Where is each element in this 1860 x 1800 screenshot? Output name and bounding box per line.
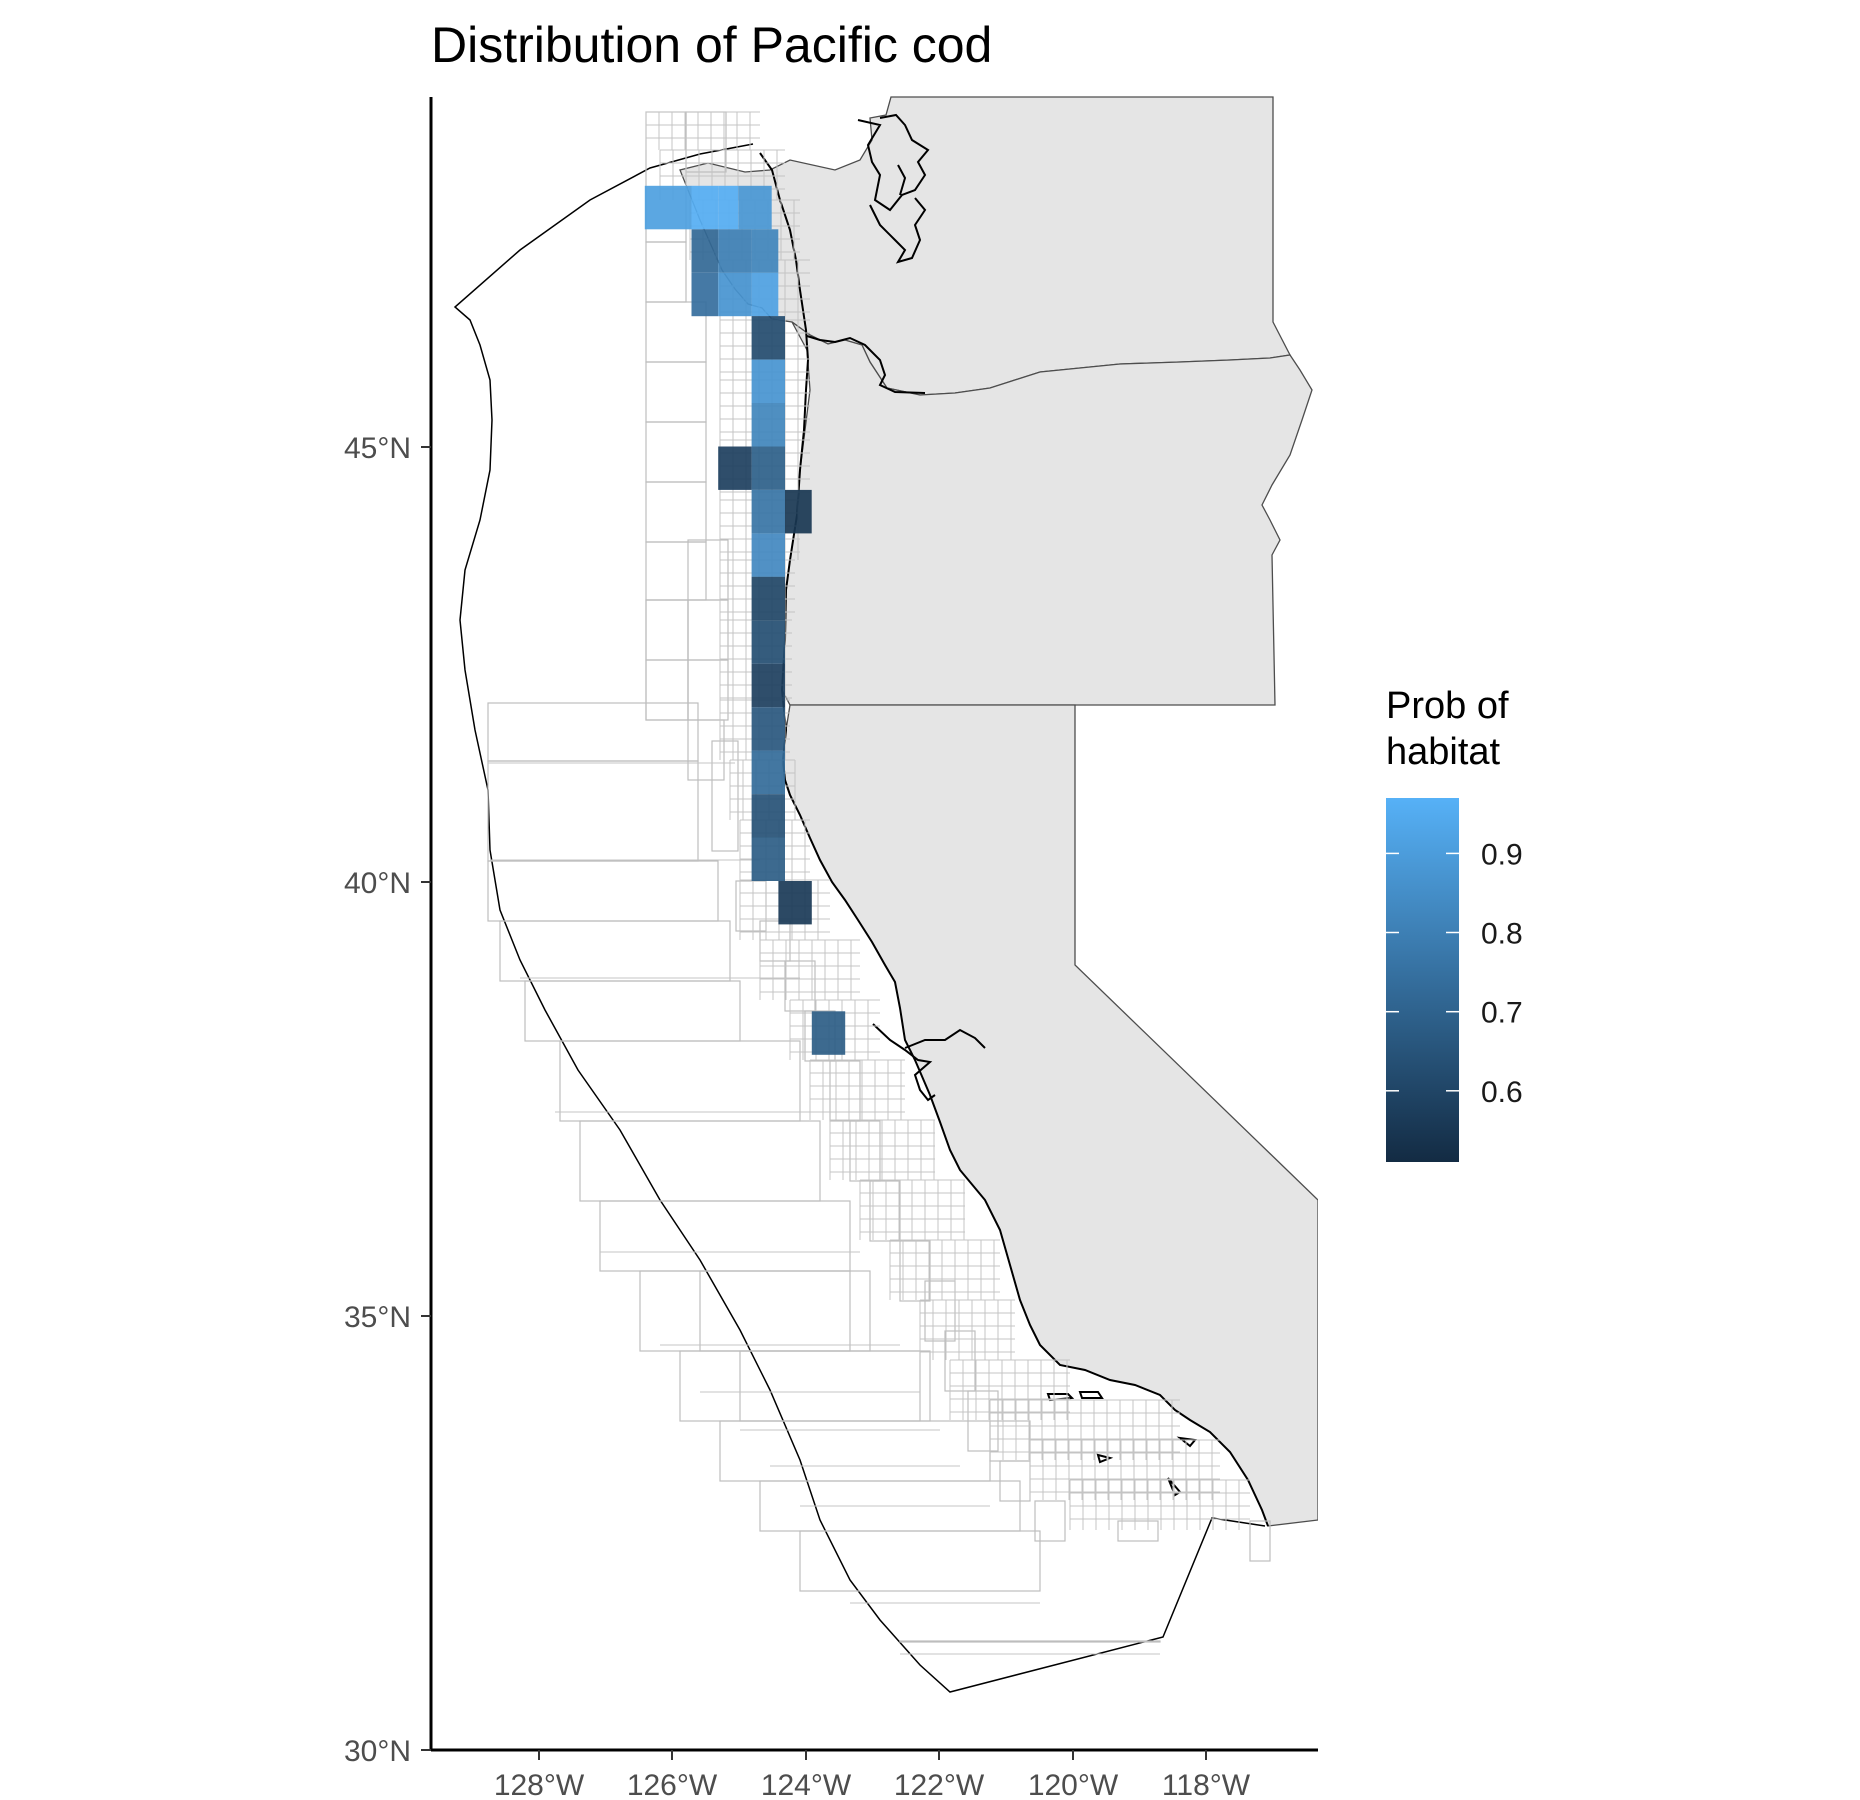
grid-cell <box>487 860 719 922</box>
chart-title: Distribution of Pacific cod <box>431 17 992 73</box>
habitat-cell <box>751 620 785 664</box>
legend-tick-label: 0.6 <box>1481 1076 1523 1109</box>
grid-cell <box>849 1120 881 1182</box>
habitat-cell <box>691 229 719 273</box>
grid-cell <box>645 599 689 721</box>
grid-cell <box>989 1420 1031 1462</box>
grid-cell <box>1034 1500 1066 1542</box>
grid-cell <box>944 1330 976 1392</box>
puget-sound-coast <box>857 113 930 264</box>
grid-cell <box>687 599 729 661</box>
x-tick-label: 124°W <box>761 1769 852 1800</box>
habitat-cell <box>751 794 785 838</box>
grid-cell <box>924 1280 956 1342</box>
grid-cell <box>799 1530 1041 1592</box>
grid-cell <box>559 1040 801 1122</box>
habitat-cell <box>751 446 785 490</box>
habitat-cell <box>751 533 785 577</box>
y-axis: 45°N 40°N 35°N 30°N <box>344 432 431 1768</box>
habitat-cell <box>718 185 739 230</box>
habitat-cell <box>751 229 779 273</box>
legend-tick-label: 0.8 <box>1481 918 1523 951</box>
grid-cell <box>599 1200 851 1272</box>
grid-cell <box>645 361 707 423</box>
habitat-cell <box>718 272 752 317</box>
habitat-cell <box>751 316 785 360</box>
grid-cell <box>699 1270 871 1352</box>
columbia-river <box>806 335 926 394</box>
grid-cell <box>687 719 725 781</box>
habitat-cell <box>751 359 785 404</box>
habitat-cell <box>751 750 785 794</box>
grid-cell <box>899 1640 1161 1643</box>
habitat-cell <box>718 229 752 273</box>
habitat-cell <box>751 663 785 708</box>
legend-colorbar <box>1386 798 1459 1162</box>
legend-title-line2: habitat <box>1386 731 1501 773</box>
x-tick-label: 120°W <box>1028 1769 1119 1800</box>
grid-cell <box>739 1350 931 1422</box>
grid-cell <box>829 1060 861 1122</box>
x-tick-label: 122°W <box>894 1769 985 1800</box>
grid-cell <box>711 740 739 852</box>
x-tick-label: 128°W <box>494 1769 585 1800</box>
habitat-cell <box>691 272 719 317</box>
grid-cell <box>1117 1520 1159 1542</box>
grid-cell <box>487 702 699 762</box>
legend-title-line1: Prob of <box>1386 685 1509 727</box>
grid-cell <box>645 421 707 483</box>
y-tick-label: 35°N <box>344 1301 411 1334</box>
x-tick-label: 118°W <box>1162 1769 1251 1800</box>
legend-tick-label: 0.7 <box>1481 997 1523 1030</box>
habitat-cell <box>811 1011 846 1055</box>
habitat-cell <box>751 837 785 881</box>
habitat-cell <box>751 707 785 751</box>
color-legend: Prob of habitat 0.9 0.8 0.7 0.6 <box>1386 685 1523 1162</box>
habitat-cell <box>644 185 692 230</box>
habitat-cell <box>751 403 785 447</box>
grid-cell <box>645 481 707 543</box>
habitat-cell <box>691 185 719 230</box>
grid-cell <box>579 1120 821 1202</box>
habitat-cell <box>738 185 772 230</box>
habitat-cell <box>718 446 752 490</box>
grid-cell <box>499 920 731 982</box>
x-tick-label: 126°W <box>627 1769 718 1800</box>
grid-cell <box>869 1180 901 1242</box>
habitat-cell <box>778 881 812 925</box>
legend-tick-label: 0.9 <box>1481 838 1523 871</box>
grid-cell <box>687 539 729 601</box>
grid-cell <box>784 960 816 1012</box>
coastline <box>759 152 1269 1527</box>
y-tick-label: 40°N <box>344 867 411 900</box>
san-francisco-bay <box>872 1023 986 1102</box>
grid-cell <box>899 1240 931 1302</box>
eez-boundary <box>453 143 1266 1693</box>
y-tick-label: 30°N <box>344 1735 411 1768</box>
y-tick-label: 45°N <box>344 432 411 465</box>
grid-cell <box>524 980 741 1042</box>
grid-cell <box>645 241 687 303</box>
habitat-cell <box>751 576 785 621</box>
land-oregon <box>781 321 1313 706</box>
channel-islands <box>1046 1391 1197 1497</box>
habitat-cell <box>751 272 779 317</box>
habitat-cell <box>785 489 812 534</box>
habitat-cells <box>644 185 846 1055</box>
grid-cell <box>999 1460 1031 1502</box>
grid-cell <box>487 760 699 862</box>
x-axis: 128°W 126°W 124°W 122°W 120°W 118°W <box>494 1750 1251 1800</box>
grid-cell <box>1249 1520 1271 1562</box>
habitat-cell <box>751 489 785 534</box>
